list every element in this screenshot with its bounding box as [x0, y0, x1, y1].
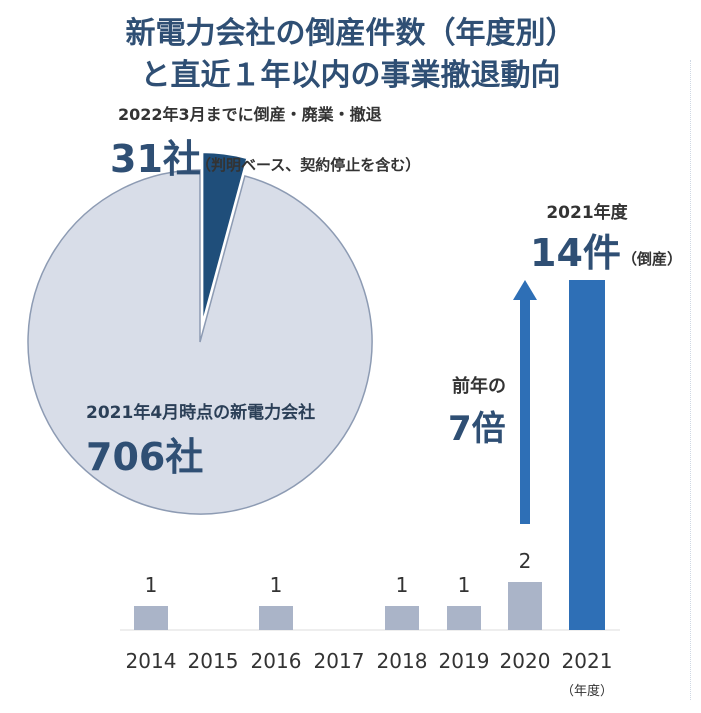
- x-tick-label-2019: 2019: [439, 649, 490, 673]
- chart-title-line-1: 新電力会社の倒産件数（年度別）: [125, 16, 576, 51]
- bar-2014: [134, 606, 168, 630]
- pie-big-slice-label: 2021年4月時点の新電力会社: [86, 402, 315, 423]
- bar-2020: [508, 582, 542, 630]
- x-tick-label-2014: 2014: [126, 649, 177, 673]
- bar-2016: [259, 606, 293, 630]
- highlight-year-label: 2021年度: [546, 202, 628, 223]
- annotation-line-1: 前年の: [452, 375, 506, 397]
- bar-value-label-2016: 1: [270, 573, 283, 597]
- highlight-note: （倒産）: [622, 250, 682, 268]
- pie-small-slice-value: 31社: [110, 137, 201, 181]
- growth-arrow-shaft: [520, 296, 530, 524]
- bar-value-label-2019: 1: [458, 573, 471, 597]
- x-tick-label-2017: 2017: [314, 649, 365, 673]
- bar-value-label-2020: 2: [519, 549, 532, 573]
- pie-small-slice-label: 2022年3月までに倒産・廃業・撤退: [118, 105, 382, 124]
- right-dotted-divider: [690, 60, 691, 700]
- bar-2021: [569, 280, 605, 630]
- bar-2019: [447, 606, 481, 630]
- x-tick-label-2018: 2018: [377, 649, 428, 673]
- x-tick-label-2016: 2016: [251, 649, 302, 673]
- pie-slice-existing-companies: [27, 169, 373, 515]
- annotation-line-2: 7倍: [448, 409, 506, 449]
- bar-value-label-2014: 1: [145, 573, 158, 597]
- x-tick-label-2020: 2020: [500, 649, 551, 673]
- pie-slice-withdrawn-companies: [201, 151, 249, 325]
- x-axis-suffix: （年度）: [561, 683, 613, 699]
- pie-big-slice-value: 706社: [86, 435, 203, 479]
- pie-small-slice-note: （判明ベース、契約停止を含む）: [196, 156, 420, 174]
- x-tick-label-2015: 2015: [188, 649, 239, 673]
- bar-2018: [385, 606, 419, 630]
- bar-value-label-2018: 1: [396, 573, 409, 597]
- growth-arrow-head: [513, 280, 537, 300]
- chart-title-line-2: と直近１年以内の事業撤退動向: [140, 58, 561, 93]
- highlight-value-label: 14件: [530, 231, 621, 275]
- x-tick-label-2021: 2021: [562, 649, 613, 673]
